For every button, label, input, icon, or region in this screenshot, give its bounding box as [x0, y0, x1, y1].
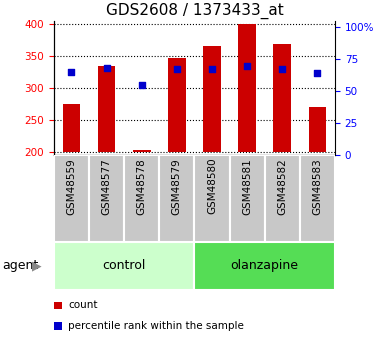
Text: agent: agent: [2, 259, 38, 272]
Text: ▶: ▶: [32, 259, 42, 272]
Title: GDS2608 / 1373433_at: GDS2608 / 1373433_at: [105, 3, 283, 19]
Bar: [98, 66, 116, 152]
Point: [174, 67, 180, 72]
Bar: [89, 155, 124, 242]
Text: GSM48559: GSM48559: [67, 158, 77, 215]
Bar: [54, 155, 89, 242]
Bar: [264, 155, 300, 242]
Point: [244, 63, 250, 68]
Bar: [229, 155, 265, 242]
Bar: [124, 155, 159, 242]
Point: [104, 65, 110, 71]
Bar: [309, 107, 326, 152]
Bar: [194, 155, 229, 242]
Text: percentile rank within the sample: percentile rank within the sample: [68, 321, 244, 331]
Text: GSM48580: GSM48580: [207, 158, 217, 215]
Bar: [273, 45, 291, 152]
Bar: [203, 46, 221, 152]
Bar: [194, 241, 335, 290]
Bar: [159, 155, 194, 242]
Bar: [54, 241, 194, 290]
Text: GSM48583: GSM48583: [312, 158, 322, 215]
Text: GSM48581: GSM48581: [242, 158, 252, 215]
Point: [209, 67, 215, 72]
Bar: [168, 58, 186, 152]
Text: GSM48577: GSM48577: [102, 158, 112, 215]
Bar: [238, 24, 256, 152]
Point: [279, 67, 285, 72]
Bar: [133, 150, 151, 152]
Point: [139, 82, 145, 88]
Text: olanzapine: olanzapine: [231, 259, 299, 272]
Text: GSM48579: GSM48579: [172, 158, 182, 215]
Point: [69, 69, 75, 75]
Text: count: count: [68, 300, 98, 310]
Text: control: control: [102, 259, 146, 272]
Point: [314, 70, 320, 76]
Text: GSM48578: GSM48578: [137, 158, 147, 215]
Bar: [300, 155, 335, 242]
Bar: [63, 104, 80, 152]
Text: GSM48582: GSM48582: [277, 158, 287, 215]
